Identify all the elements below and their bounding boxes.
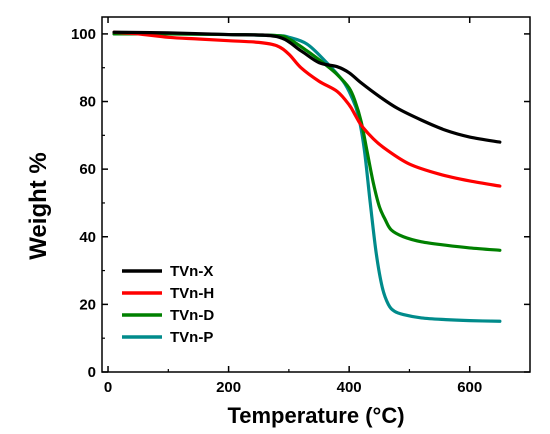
plot-frame (101, 16, 531, 373)
y-axis-title: Weight % (25, 152, 52, 260)
x-tick-label-200: 200 (216, 379, 241, 396)
y-tick-label-60: 60 (79, 161, 96, 178)
legend-label-tvn-x: TVn-X (170, 263, 213, 280)
legend-label-tvn-h: TVn-H (170, 285, 214, 302)
x-tick-label-400: 400 (337, 379, 362, 396)
series-layer (112, 30, 502, 323)
y-tick-label-0: 0 (88, 364, 96, 381)
legend-label-tvn-d: TVn-D (170, 307, 214, 324)
x-axis-title: Temperature (°C) (227, 403, 404, 428)
x-tick-label-0: 0 (104, 379, 112, 396)
legend: TVn-X TVn-H TVn-D TVn-P (122, 263, 214, 346)
x-tick-label-600: 600 (457, 379, 482, 396)
y-tick-label-100: 100 (71, 26, 96, 43)
y-tick-label-20: 20 (79, 296, 96, 313)
series-line-tvn-d (112, 32, 502, 252)
y-tick-label-40: 40 (79, 229, 96, 246)
legend-label-tvn-p: TVn-P (170, 329, 213, 346)
series-line-tvn-h (112, 30, 502, 188)
y-tick-label-80: 80 (79, 94, 96, 111)
series-line-tvn-x (112, 30, 502, 144)
axes-layer: 0 200 400 600 0 20 40 60 80 100 (71, 16, 531, 396)
